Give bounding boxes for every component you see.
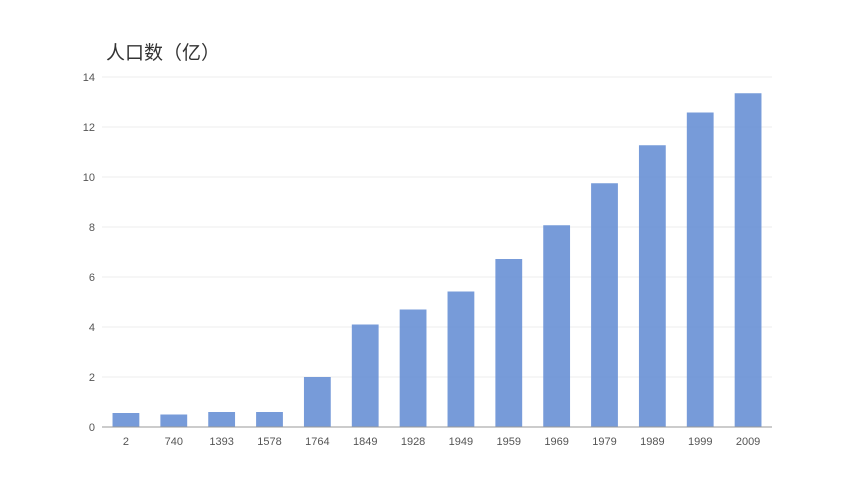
- bar-2009[interactable]: [734, 93, 762, 427]
- bar-1764[interactable]: [303, 377, 331, 427]
- y-tick-label: 14: [83, 72, 95, 84]
- y-tick-label: 6: [89, 272, 95, 284]
- y-tick-label: 8: [89, 222, 95, 234]
- y-tick-label: 2: [89, 372, 95, 384]
- x-tick-label: 1949: [449, 436, 473, 448]
- bar-1999[interactable]: [686, 112, 714, 428]
- bar-1969[interactable]: [543, 225, 571, 427]
- x-tick-label: 740: [165, 436, 183, 448]
- x-tick-label: 1393: [209, 436, 233, 448]
- bar-1578[interactable]: [256, 412, 283, 427]
- y-tick-label: 12: [83, 122, 95, 134]
- bar-1959[interactable]: [495, 259, 523, 427]
- bar-2[interactable]: [112, 413, 140, 427]
- x-tick-label: 1959: [497, 436, 521, 448]
- x-tick-label: 1979: [592, 436, 616, 448]
- bar-740[interactable]: [160, 414, 188, 428]
- bar-1989[interactable]: [638, 145, 666, 427]
- x-tick-label: 1928: [401, 436, 425, 448]
- bar-1928[interactable]: [399, 309, 427, 428]
- x-tick-label: 1969: [544, 436, 568, 448]
- x-tick-label: 1764: [305, 436, 329, 448]
- y-tick-label: 4: [89, 322, 95, 334]
- gridlines: [102, 76, 772, 378]
- y-axis-ticks: 0 2 4 6 8 10 12 14: [83, 72, 95, 434]
- bar-1849[interactable]: [351, 324, 379, 428]
- x-tick-label: 1578: [257, 436, 281, 448]
- x-tick-label: 1989: [640, 436, 664, 448]
- x-tick-label: 2009: [736, 436, 760, 448]
- bars: [112, 93, 762, 428]
- bar-1949[interactable]: [447, 291, 475, 428]
- chart-title: 人口数（亿）: [106, 42, 221, 64]
- x-tick-label: 2: [123, 436, 129, 448]
- x-tick-label: 1849: [353, 436, 377, 448]
- y-tick-label: 10: [83, 172, 95, 184]
- x-tick-label: 1999: [688, 436, 712, 448]
- y-tick-label: 0: [89, 422, 95, 434]
- x-axis-ticks: 2 740 1393 1578 1764 1849 1928 1949 1959 1969 1979…: [123, 436, 760, 448]
- bar-1979[interactable]: [591, 183, 618, 427]
- bar-1393[interactable]: [208, 412, 236, 427]
